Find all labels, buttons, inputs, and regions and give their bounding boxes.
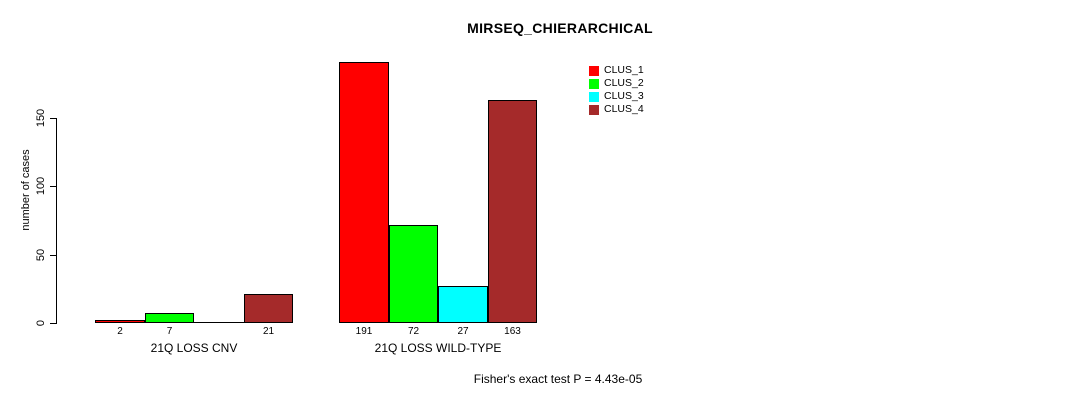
legend-item: CLUS_3 <box>589 90 644 103</box>
annotation-text: Fisher's exact test P = 4.43e-05 <box>473 372 643 386</box>
legend-item-label: CLUS_3 <box>604 90 644 102</box>
y-tick <box>50 118 56 119</box>
y-tick-label: 0 <box>35 319 47 327</box>
bar-value-label: 191 <box>355 326 373 337</box>
y-axis-line <box>56 118 57 324</box>
legend-item: CLUS_2 <box>589 77 644 90</box>
legend-item-label: CLUS_4 <box>604 103 644 115</box>
legend-item-label: CLUS_1 <box>604 64 644 76</box>
y-tick <box>50 255 56 256</box>
bar-value-label: 27 <box>457 326 469 337</box>
legend-item: CLUS_4 <box>589 103 644 116</box>
y-tick <box>50 186 56 187</box>
bar <box>244 294 293 323</box>
legend-swatch <box>589 78 599 89</box>
bar <box>438 286 488 323</box>
bar <box>339 62 389 323</box>
chart-title: MIRSEQ_CHIERARCHICAL <box>467 20 653 36</box>
bar-value-label: 21 <box>262 326 275 337</box>
bar <box>488 100 537 323</box>
y-tick-label: 100 <box>35 176 47 196</box>
y-tick-label: 150 <box>35 108 47 128</box>
bar <box>389 225 438 323</box>
bar-value-label: 163 <box>504 326 521 337</box>
legend-item: CLUS_1 <box>589 64 644 77</box>
bar-value-label: 2 <box>117 326 123 337</box>
legend: CLUS_1 CLUS_2 CLUS_3 CLUS_4 <box>589 64 644 116</box>
legend-swatch <box>589 65 599 76</box>
legend-item-label: CLUS_2 <box>604 77 644 89</box>
y-axis-label: number of cases <box>20 149 32 231</box>
legend-swatch <box>589 104 599 115</box>
bar-zero-line <box>194 322 244 323</box>
category-label: 21Q LOSS CNV <box>150 341 238 355</box>
category-label: 21Q LOSS WILD-TYPE <box>374 341 502 355</box>
bar-value-label: 72 <box>407 326 420 337</box>
y-tick-label: 50 <box>35 248 47 262</box>
bar <box>95 320 145 323</box>
legend-swatch <box>589 91 599 102</box>
bar-value-label: 7 <box>166 326 173 337</box>
y-tick <box>50 323 56 324</box>
bar <box>145 313 194 323</box>
